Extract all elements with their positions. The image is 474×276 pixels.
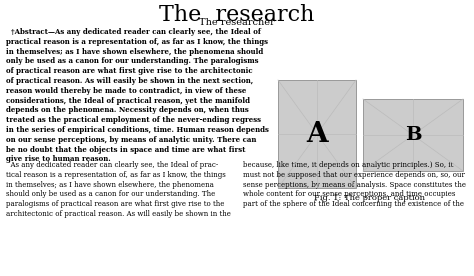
Text: The researcher: The researcher (199, 18, 275, 27)
Text: The  research: The research (159, 4, 315, 26)
Text: B: B (405, 126, 421, 144)
Text: because, like time, it depends on analytic principles.) So, it
must not be suppo: because, like time, it depends on analyt… (243, 161, 466, 208)
Bar (363, 99, 463, 171)
Text: As any dedicated reader can clearly see, the Ideal of prac-
tical reason is a re: As any dedicated reader can clearly see,… (6, 161, 231, 218)
Text: †Abstract—As any dedicated reader can clearly see, the Ideal of
practical reason: †Abstract—As any dedicated reader can cl… (6, 28, 269, 163)
Text: Fig. 1: The proper caption: Fig. 1: The proper caption (315, 194, 426, 202)
Bar (278, 80, 356, 188)
Text: A: A (306, 121, 328, 147)
